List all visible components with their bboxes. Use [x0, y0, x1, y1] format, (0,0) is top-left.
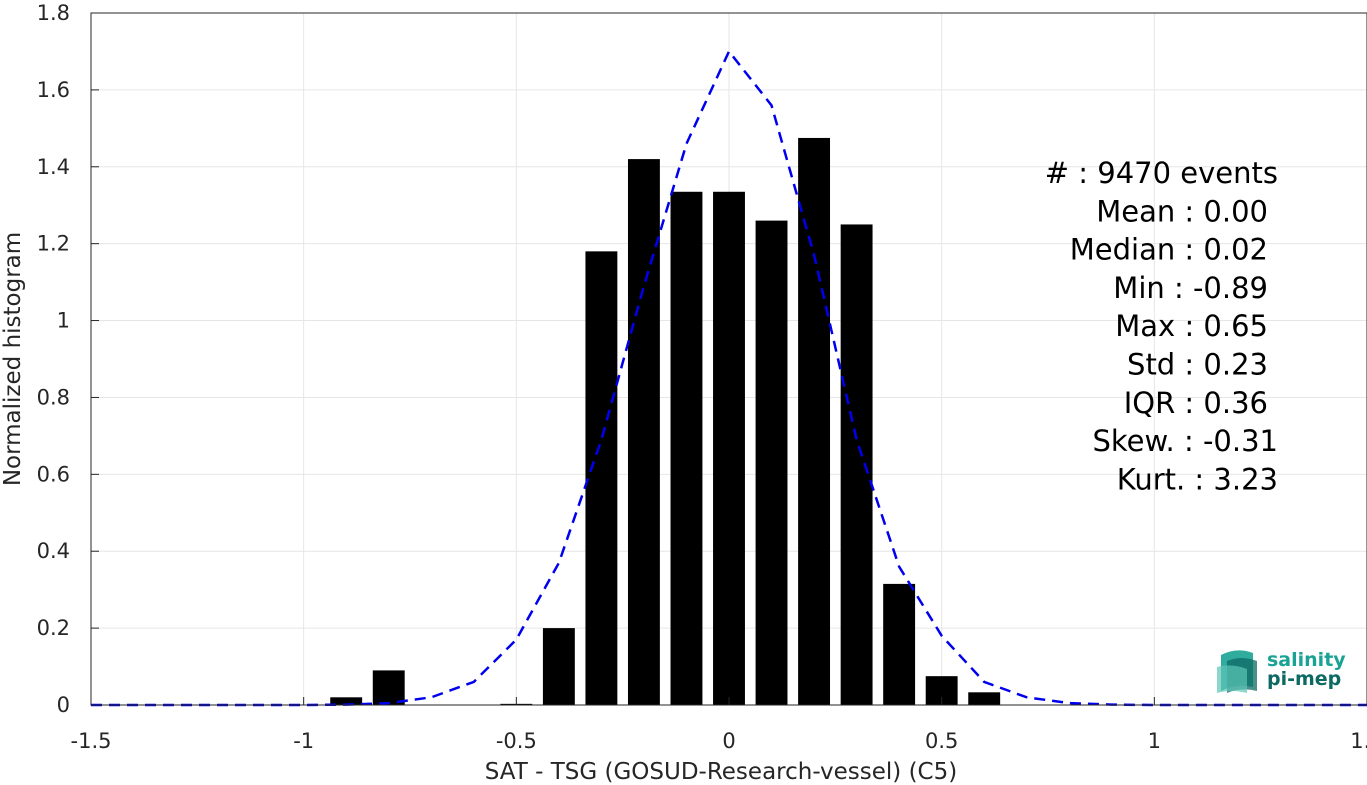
x-tick-label: 1 [1148, 729, 1161, 753]
x-tick-label: 0 [722, 729, 735, 753]
logo-waves-icon [1217, 650, 1257, 693]
logo-text-salinity: salinity [1267, 649, 1346, 671]
x-axis-ticks: -1.5 -1 -0.5 0 0.5 1 1.5 [71, 697, 1367, 753]
stat-line: Skew. : -0.31 [1092, 424, 1278, 458]
x-tick-label: 1.5 [1350, 729, 1367, 753]
histogram-bar [627, 159, 660, 706]
salinity-pi-mep-logo: salinity pi-mep [1217, 649, 1346, 693]
stat-line: Mean : 0.00 [1096, 194, 1268, 228]
histogram-bar [542, 628, 575, 705]
x-axis-label: SAT - TSG (GOSUD-Research-vessel) (C5) [485, 759, 957, 785]
stat-line: IQR : 0.36 [1124, 386, 1268, 420]
histogram-bar [840, 224, 873, 705]
histogram-bar [798, 137, 831, 705]
stat-line: Std : 0.23 [1127, 348, 1268, 382]
y-tick-label: 1.4 [37, 155, 70, 179]
statistics-box: # : 9470 events Mean : 0.00 Median : 0.02 M… [1045, 156, 1278, 496]
y-tick-label: 0.2 [37, 616, 70, 640]
stat-line: Kurt. : 3.23 [1117, 462, 1278, 496]
y-tick-label: 0.6 [37, 462, 70, 486]
histogram-bar [330, 697, 363, 705]
y-tick-label: 1.8 [37, 1, 70, 25]
histogram-bar [585, 251, 618, 705]
stat-line: # : 9470 events [1045, 156, 1278, 190]
y-axis-label: Normalized histogram [0, 232, 26, 486]
stat-line: Median : 0.02 [1070, 233, 1268, 267]
histogram-bar [670, 191, 703, 705]
x-tick-label: -1 [293, 729, 314, 753]
histogram-bars [330, 137, 1001, 706]
x-tick-label: -1.5 [71, 729, 112, 753]
y-tick-label: 1 [57, 309, 70, 333]
stat-line: Max : 0.65 [1115, 309, 1268, 343]
y-tick-label: 0.8 [37, 385, 70, 409]
histogram-bar [968, 692, 1001, 705]
x-tick-label: 0.5 [925, 729, 958, 753]
histogram-bar [755, 220, 788, 705]
x-tick-label: -0.5 [496, 729, 537, 753]
histogram-bar [883, 583, 916, 705]
y-tick-label: 0 [57, 693, 70, 717]
y-tick-label: 0.4 [37, 539, 70, 563]
histogram-bar [713, 191, 745, 705]
y-axis-ticks: 0 0.2 0.4 0.6 0.8 1 1.2 1.4 1.6 1.8 [37, 1, 99, 717]
histogram-bar [372, 670, 405, 705]
logo-text-pi-mep: pi-mep [1267, 668, 1341, 690]
y-tick-label: 1.6 [37, 78, 70, 102]
stat-line: Min : -0.89 [1113, 271, 1268, 305]
y-tick-label: 1.2 [37, 232, 70, 256]
